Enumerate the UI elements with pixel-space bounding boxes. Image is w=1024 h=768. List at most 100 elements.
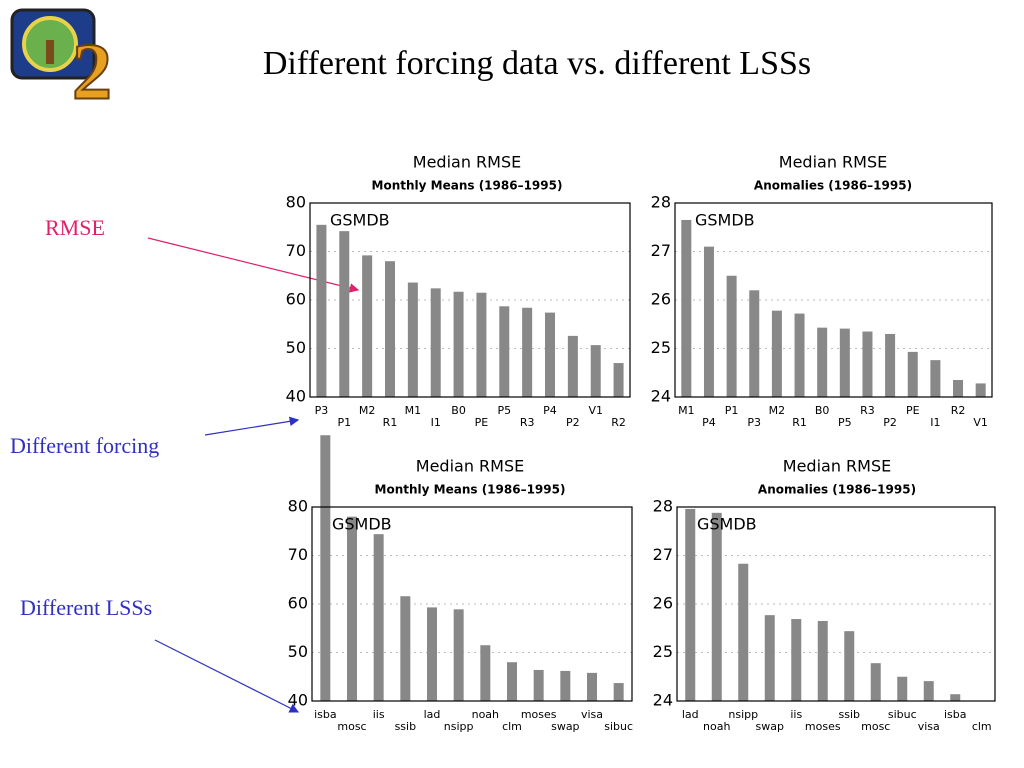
- chart-annotation: GSMDB: [697, 515, 757, 534]
- bar: [953, 380, 964, 397]
- slide-title: Different forcing data vs. different LSS…: [263, 45, 811, 82]
- x-tick-label: noah: [472, 708, 499, 721]
- annotation: RMSE: [45, 215, 105, 240]
- bar: [407, 282, 418, 397]
- x-tick-label: P2: [883, 416, 897, 429]
- x-tick-label: nsipp: [728, 708, 758, 721]
- bar: [794, 313, 805, 397]
- chart-subtitle: Anomalies (1986–1995): [754, 179, 912, 193]
- bar: [453, 609, 464, 701]
- bar: [771, 310, 782, 397]
- x-tick-label: P1: [337, 416, 351, 429]
- y-tick-label: 70: [286, 241, 306, 260]
- x-tick-label: mosc: [337, 720, 366, 733]
- bar: [681, 219, 692, 397]
- x-tick-label: swap: [756, 720, 784, 733]
- x-tick-label: P5: [497, 404, 511, 417]
- bar: [930, 360, 941, 397]
- bar: [907, 351, 918, 397]
- bar: [587, 672, 597, 701]
- x-tick-label: I1: [431, 416, 441, 429]
- x-tick-label: V1: [588, 404, 603, 417]
- x-tick-label: isba: [944, 708, 967, 721]
- bar: [347, 516, 357, 701]
- bar: [400, 596, 411, 701]
- bar: [738, 563, 749, 701]
- chart-title: Median RMSE: [416, 457, 524, 476]
- bar: [427, 607, 437, 701]
- bar: [844, 631, 855, 701]
- x-tick-label: mosc: [861, 720, 890, 733]
- bar: [499, 306, 510, 397]
- x-tick-label: swap: [551, 720, 579, 733]
- x-tick-label: iis: [790, 708, 802, 721]
- x-tick-label: R1: [792, 416, 807, 429]
- x-tick-label: sibuc: [604, 720, 633, 733]
- bar: [560, 670, 571, 701]
- x-tick-label: R2: [951, 404, 966, 417]
- x-tick-label: P1: [725, 404, 739, 417]
- x-tick-label: PE: [475, 416, 489, 429]
- bar: [791, 619, 802, 701]
- plot-frame: [311, 506, 633, 702]
- bar: [362, 255, 373, 397]
- y-tick-label: 60: [286, 290, 306, 309]
- bar: [975, 383, 986, 397]
- y-tick-label: 26: [651, 290, 671, 309]
- bar: [703, 246, 714, 397]
- bar: [339, 231, 350, 397]
- x-tick-label: iis: [373, 708, 385, 721]
- chart-annotation: GSMDB: [695, 211, 755, 230]
- x-tick-label: nsipp: [444, 720, 474, 733]
- x-tick-label: M1: [678, 404, 695, 417]
- x-tick-label: moses: [521, 708, 557, 721]
- x-tick-label: P3: [315, 404, 329, 417]
- y-tick-label: 25: [651, 338, 671, 357]
- bar: [545, 312, 555, 397]
- y-tick-label: 80: [288, 497, 308, 516]
- x-tick-label: PE: [906, 404, 920, 417]
- y-tick-label: 25: [653, 642, 673, 661]
- bar: [885, 333, 896, 397]
- x-tick-label: R1: [383, 416, 398, 429]
- y-tick-label: 80: [286, 193, 306, 212]
- arrow: [147, 237, 360, 293]
- x-tick-label: B0: [815, 404, 830, 417]
- bar: [749, 290, 760, 397]
- svg-text:2: 2: [72, 28, 112, 116]
- chart-annotation: GSMDB: [330, 211, 390, 230]
- x-tick-label: P4: [543, 404, 557, 417]
- y-tick-label: 26: [653, 594, 673, 613]
- x-tick-label: clm: [972, 720, 992, 733]
- bar: [870, 663, 881, 701]
- chart-annotation: GSMDB: [332, 515, 392, 534]
- x-tick-label: lad: [424, 708, 441, 721]
- y-tick-label: 24: [653, 691, 673, 710]
- x-tick-label: R3: [520, 416, 535, 429]
- x-tick-label: R3: [860, 404, 875, 417]
- x-tick-label: M2: [769, 404, 786, 417]
- bar: [839, 328, 850, 397]
- bar: [533, 669, 544, 701]
- arrow: [154, 639, 300, 713]
- x-tick-label: P3: [747, 416, 761, 429]
- y-tick-label: 60: [288, 594, 308, 613]
- y-tick-label: 40: [288, 691, 308, 710]
- bar: [567, 335, 578, 397]
- chart-subtitle: Monthly Means (1986–1995): [375, 483, 566, 497]
- x-tick-label: M1: [405, 404, 422, 417]
- bar: [316, 224, 327, 397]
- chart-subtitle: Anomalies (1986–1995): [758, 483, 916, 497]
- x-tick-label: V1: [973, 416, 988, 429]
- x-tick-label: I1: [930, 416, 940, 429]
- chart-title: Median RMSE: [779, 153, 887, 172]
- x-tick-label: visa: [581, 708, 603, 721]
- bar: [430, 288, 441, 397]
- y-tick-label: 70: [288, 545, 308, 564]
- chart-title: Median RMSE: [783, 457, 891, 476]
- y-tick-label: 24: [651, 387, 671, 406]
- y-tick-label: 40: [286, 387, 306, 406]
- x-tick-label: isba: [314, 708, 337, 721]
- x-tick-label: sibuc: [888, 708, 917, 721]
